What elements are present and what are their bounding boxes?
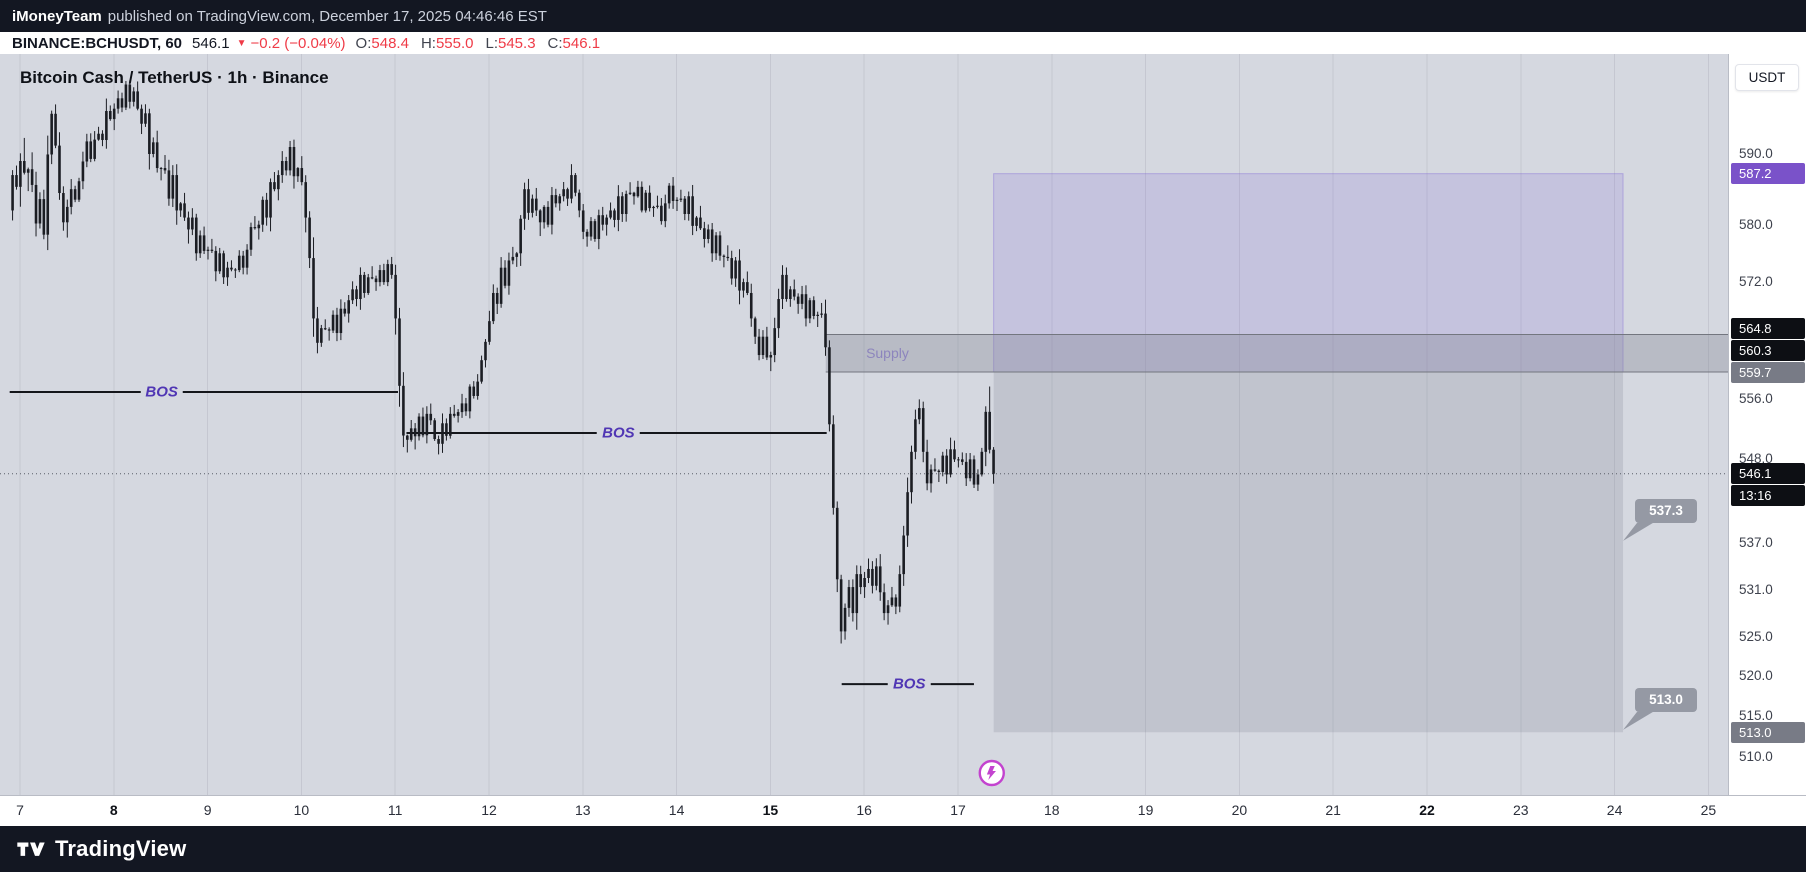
tradingview-logo[interactable]: TradingView <box>16 836 186 862</box>
symbol-info-bar: BINANCE:BCHUSDT, 60 546.1 ▼ −0.2 (−0.04%… <box>0 32 1806 54</box>
price-tick-520: 520.0 <box>1739 668 1773 684</box>
price-label-564.8[interactable]: 564.8 <box>1731 317 1805 339</box>
time-label-9: 9 <box>203 802 212 818</box>
bos-label-2[interactable]: BOS <box>597 424 640 442</box>
price-label-559.7[interactable]: 559.7 <box>1731 361 1805 383</box>
ohlc-values: O:548.4 H:555.0 L:545.3 C:546.1 <box>356 35 601 52</box>
time-label-13: 13 <box>575 802 591 818</box>
lightning-bolt-icon <box>986 766 996 780</box>
bos-label-1[interactable]: BOS <box>140 383 183 401</box>
price-label-560.3[interactable]: 560.3 <box>1731 339 1805 361</box>
ohlc-l: L:545.3 <box>485 34 536 52</box>
publish-info: published on TradingView.com, December 1… <box>107 7 547 25</box>
day-gridlines <box>19 54 1709 795</box>
time-label-16: 16 <box>856 802 872 818</box>
candlestick-chart[interactable]: Bitcoin Cash / TetherUS · 1h · Binance 5… <box>0 54 1728 795</box>
symbol-name[interactable]: BINANCE:BCHUSDT, 60 <box>12 34 183 52</box>
time-label-7: 7 <box>16 802 24 818</box>
stop-zone-purple[interactable] <box>993 173 1624 373</box>
chart-area: Bitcoin Cash / TetherUS · 1h · Binance 5… <box>0 54 1806 795</box>
tradingview-logo-text: TradingView <box>55 836 187 861</box>
price-label-546.1[interactable]: 546.1 <box>1731 463 1805 485</box>
time-axis[interactable]: 7 8 9 10 11 12 13 14 15 16 17 18 19 20 21 22 23 24 25 <box>0 795 1806 826</box>
price-axis[interactable]: USDT 590.0 580.0 572.0 556.0 548.0 537.0 531.0… <box>1728 54 1806 795</box>
price-tick-548: 548.0 <box>1739 451 1773 467</box>
currency-label[interactable]: USDT <box>1735 64 1799 91</box>
time-label-22: 22 <box>1419 802 1435 818</box>
ohlc-h: H:555.0 <box>420 34 474 52</box>
price-callout-513.0[interactable]: 513.0 <box>1635 687 1698 712</box>
time-label-15: 15 <box>762 802 779 818</box>
price-tick-556: 556.0 <box>1739 391 1773 407</box>
price-tick-590: 590.0 <box>1739 146 1773 161</box>
bos-label-3[interactable]: BOS <box>887 675 931 693</box>
chart-title: Bitcoin Cash / TetherUS · 1h · Binance <box>20 68 329 87</box>
price-tick-515: 515.0 <box>1739 708 1773 724</box>
price-label-513.0[interactable]: 513.0 <box>1731 721 1805 743</box>
publish-bar: iMoneyTeam published on TradingView.com,… <box>0 0 1806 32</box>
time-label-17: 17 <box>950 802 966 818</box>
price-callout-537.3[interactable]: 537.3 <box>1635 498 1698 523</box>
time-label-14: 14 <box>668 802 685 818</box>
ohlc-o: O:548.4 <box>355 34 409 52</box>
price-tick-525: 525.0 <box>1739 628 1773 644</box>
footer: TradingView <box>0 826 1806 872</box>
supply-zone-band[interactable] <box>825 334 1728 373</box>
flash-icon[interactable] <box>978 759 1005 787</box>
callout-tail <box>1623 711 1654 730</box>
time-label-25: 25 <box>1700 802 1717 818</box>
supply-zone-label[interactable]: Supply <box>866 345 909 362</box>
last-price: 546.1 <box>192 34 230 52</box>
countdown-label: 13:16 <box>1731 485 1805 507</box>
price-change: −0.2 (−0.04%) <box>250 34 346 52</box>
candles <box>11 80 995 644</box>
price-tick-510: 510.0 <box>1739 748 1773 764</box>
time-label-19: 19 <box>1137 802 1154 818</box>
price-tick-537: 537.0 <box>1739 535 1773 551</box>
down-triangle-icon: ▼ <box>236 37 247 49</box>
tradingview-logo-icon <box>17 842 45 856</box>
price-label-587.2[interactable]: 587.2 <box>1731 163 1805 185</box>
time-label-10: 10 <box>293 802 310 818</box>
price-tick-572: 572.0 <box>1739 274 1773 290</box>
time-label-18: 18 <box>1044 802 1060 818</box>
time-label-12: 12 <box>481 802 497 818</box>
ohlc-c: C:546.1 <box>547 34 601 52</box>
chart-canvas <box>0 54 1728 795</box>
price-tick-531: 531.0 <box>1739 581 1773 597</box>
target-zone-gray[interactable] <box>993 372 1624 733</box>
callout-tail <box>1623 522 1654 541</box>
time-label-20: 20 <box>1231 802 1248 818</box>
author-name: iMoneyTeam <box>12 7 102 25</box>
time-label-21: 21 <box>1325 802 1341 818</box>
price-tick-580: 580.0 <box>1739 216 1773 232</box>
time-label-11: 11 <box>387 802 403 818</box>
time-label-8: 8 <box>109 802 118 818</box>
time-label-24: 24 <box>1606 802 1623 818</box>
time-label-23: 23 <box>1513 802 1529 818</box>
